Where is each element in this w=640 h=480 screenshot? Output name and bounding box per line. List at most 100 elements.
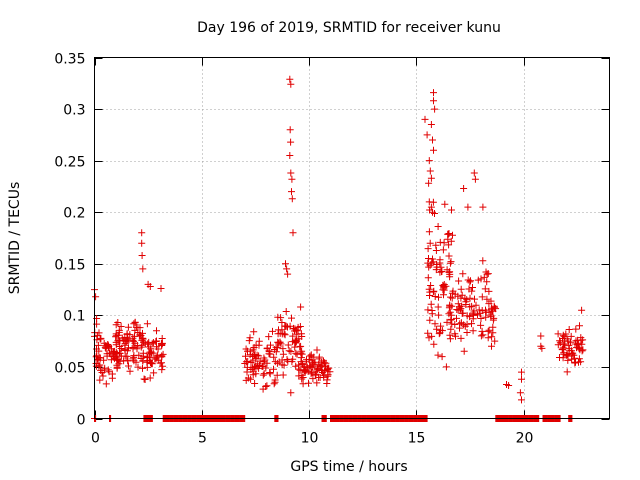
data-point: [575, 355, 583, 363]
data-point: [124, 323, 132, 331]
data-point: [286, 75, 294, 83]
data-point: [451, 330, 459, 338]
data-point: [427, 203, 435, 211]
data-point: [242, 345, 250, 353]
data-point: [430, 146, 437, 154]
data-point: [466, 294, 474, 302]
data-point: [326, 368, 334, 376]
data-point: [102, 344, 110, 352]
data-point: [469, 327, 477, 335]
data-point: [290, 324, 297, 332]
data-point: [288, 195, 296, 203]
data-point: [123, 330, 131, 338]
data-point: [489, 307, 497, 315]
data-point: [129, 344, 137, 351]
data-point: [447, 315, 455, 323]
data-point: [292, 362, 300, 370]
data-point: [254, 360, 262, 368]
data-point: [447, 316, 455, 324]
data-point: [260, 370, 268, 378]
data-point: [564, 356, 572, 364]
data-point: [287, 348, 295, 355]
data-point: [424, 329, 432, 337]
data-point: [483, 295, 491, 303]
data-point: [556, 354, 563, 361]
data-point: [454, 292, 462, 300]
data-point: [150, 369, 158, 377]
x-tick-label: 15: [408, 431, 426, 447]
data-point: [432, 266, 440, 274]
data-point: [429, 136, 436, 144]
data-point: [456, 306, 464, 314]
data-point: [483, 278, 491, 286]
data-point: [280, 361, 288, 369]
data-point: [278, 319, 286, 326]
data-point: [292, 349, 300, 357]
data-point: [440, 239, 448, 247]
data-point: [440, 286, 448, 294]
data-point: [124, 357, 132, 365]
data-point: [462, 298, 470, 306]
data-point: [559, 344, 567, 352]
data-point: [299, 374, 307, 381]
data-point: [263, 382, 271, 390]
data-point: [425, 198, 433, 206]
data-point: [267, 341, 274, 349]
y-tick-label: 0.1: [63, 309, 85, 325]
data-point: [428, 310, 436, 318]
data-point: [480, 273, 488, 281]
data-point: [427, 121, 435, 128]
y-axis-label: SRMTID / TECUs: [7, 182, 23, 295]
data-point: [258, 363, 266, 370]
data-point: [449, 231, 456, 239]
data-point: [262, 383, 270, 390]
data-point: [429, 208, 436, 216]
data-point: [459, 309, 467, 317]
data-point: [426, 239, 434, 247]
data-point: [565, 326, 573, 333]
data-point: [311, 371, 319, 379]
data-point: [427, 174, 435, 182]
data-point: [488, 342, 495, 350]
data-point: [485, 326, 493, 334]
data-point: [428, 332, 436, 340]
data-point: [269, 327, 276, 335]
data-point: [297, 303, 305, 311]
data-point: [283, 265, 291, 273]
data-point: [98, 369, 106, 376]
data-point: [273, 371, 281, 379]
data-point: [96, 354, 104, 362]
data-point: [279, 371, 287, 379]
data-point: [270, 353, 278, 361]
data-point: [281, 322, 289, 330]
data-point: [313, 379, 321, 387]
data-point: [259, 371, 267, 379]
data-point: [575, 345, 583, 353]
data-point: [112, 321, 120, 329]
data-point: [423, 131, 431, 139]
y-tick-label: 0.3: [63, 103, 85, 119]
data-point: [468, 302, 476, 310]
data-point: [288, 188, 295, 196]
data-point: [159, 362, 167, 370]
data-point: [439, 246, 447, 254]
data-point: [97, 334, 105, 342]
data-point: [472, 301, 480, 309]
data-point: [554, 341, 562, 349]
data-point: [577, 358, 585, 366]
data-point: [457, 285, 465, 293]
data-point: [446, 308, 454, 316]
data-point: [249, 357, 257, 365]
data-point: [101, 364, 109, 372]
data-point: [102, 380, 110, 388]
data-point: [518, 375, 525, 383]
data-point: [295, 372, 303, 380]
x-tick-label: 0: [91, 431, 100, 447]
data-point: [468, 287, 476, 295]
data-point: [273, 344, 281, 352]
x-axis-label: GPS time / hours: [290, 459, 407, 475]
x-tick-label: 20: [516, 431, 534, 447]
data-point: [284, 270, 292, 278]
data-point: [284, 357, 292, 365]
data-point: [130, 352, 138, 360]
